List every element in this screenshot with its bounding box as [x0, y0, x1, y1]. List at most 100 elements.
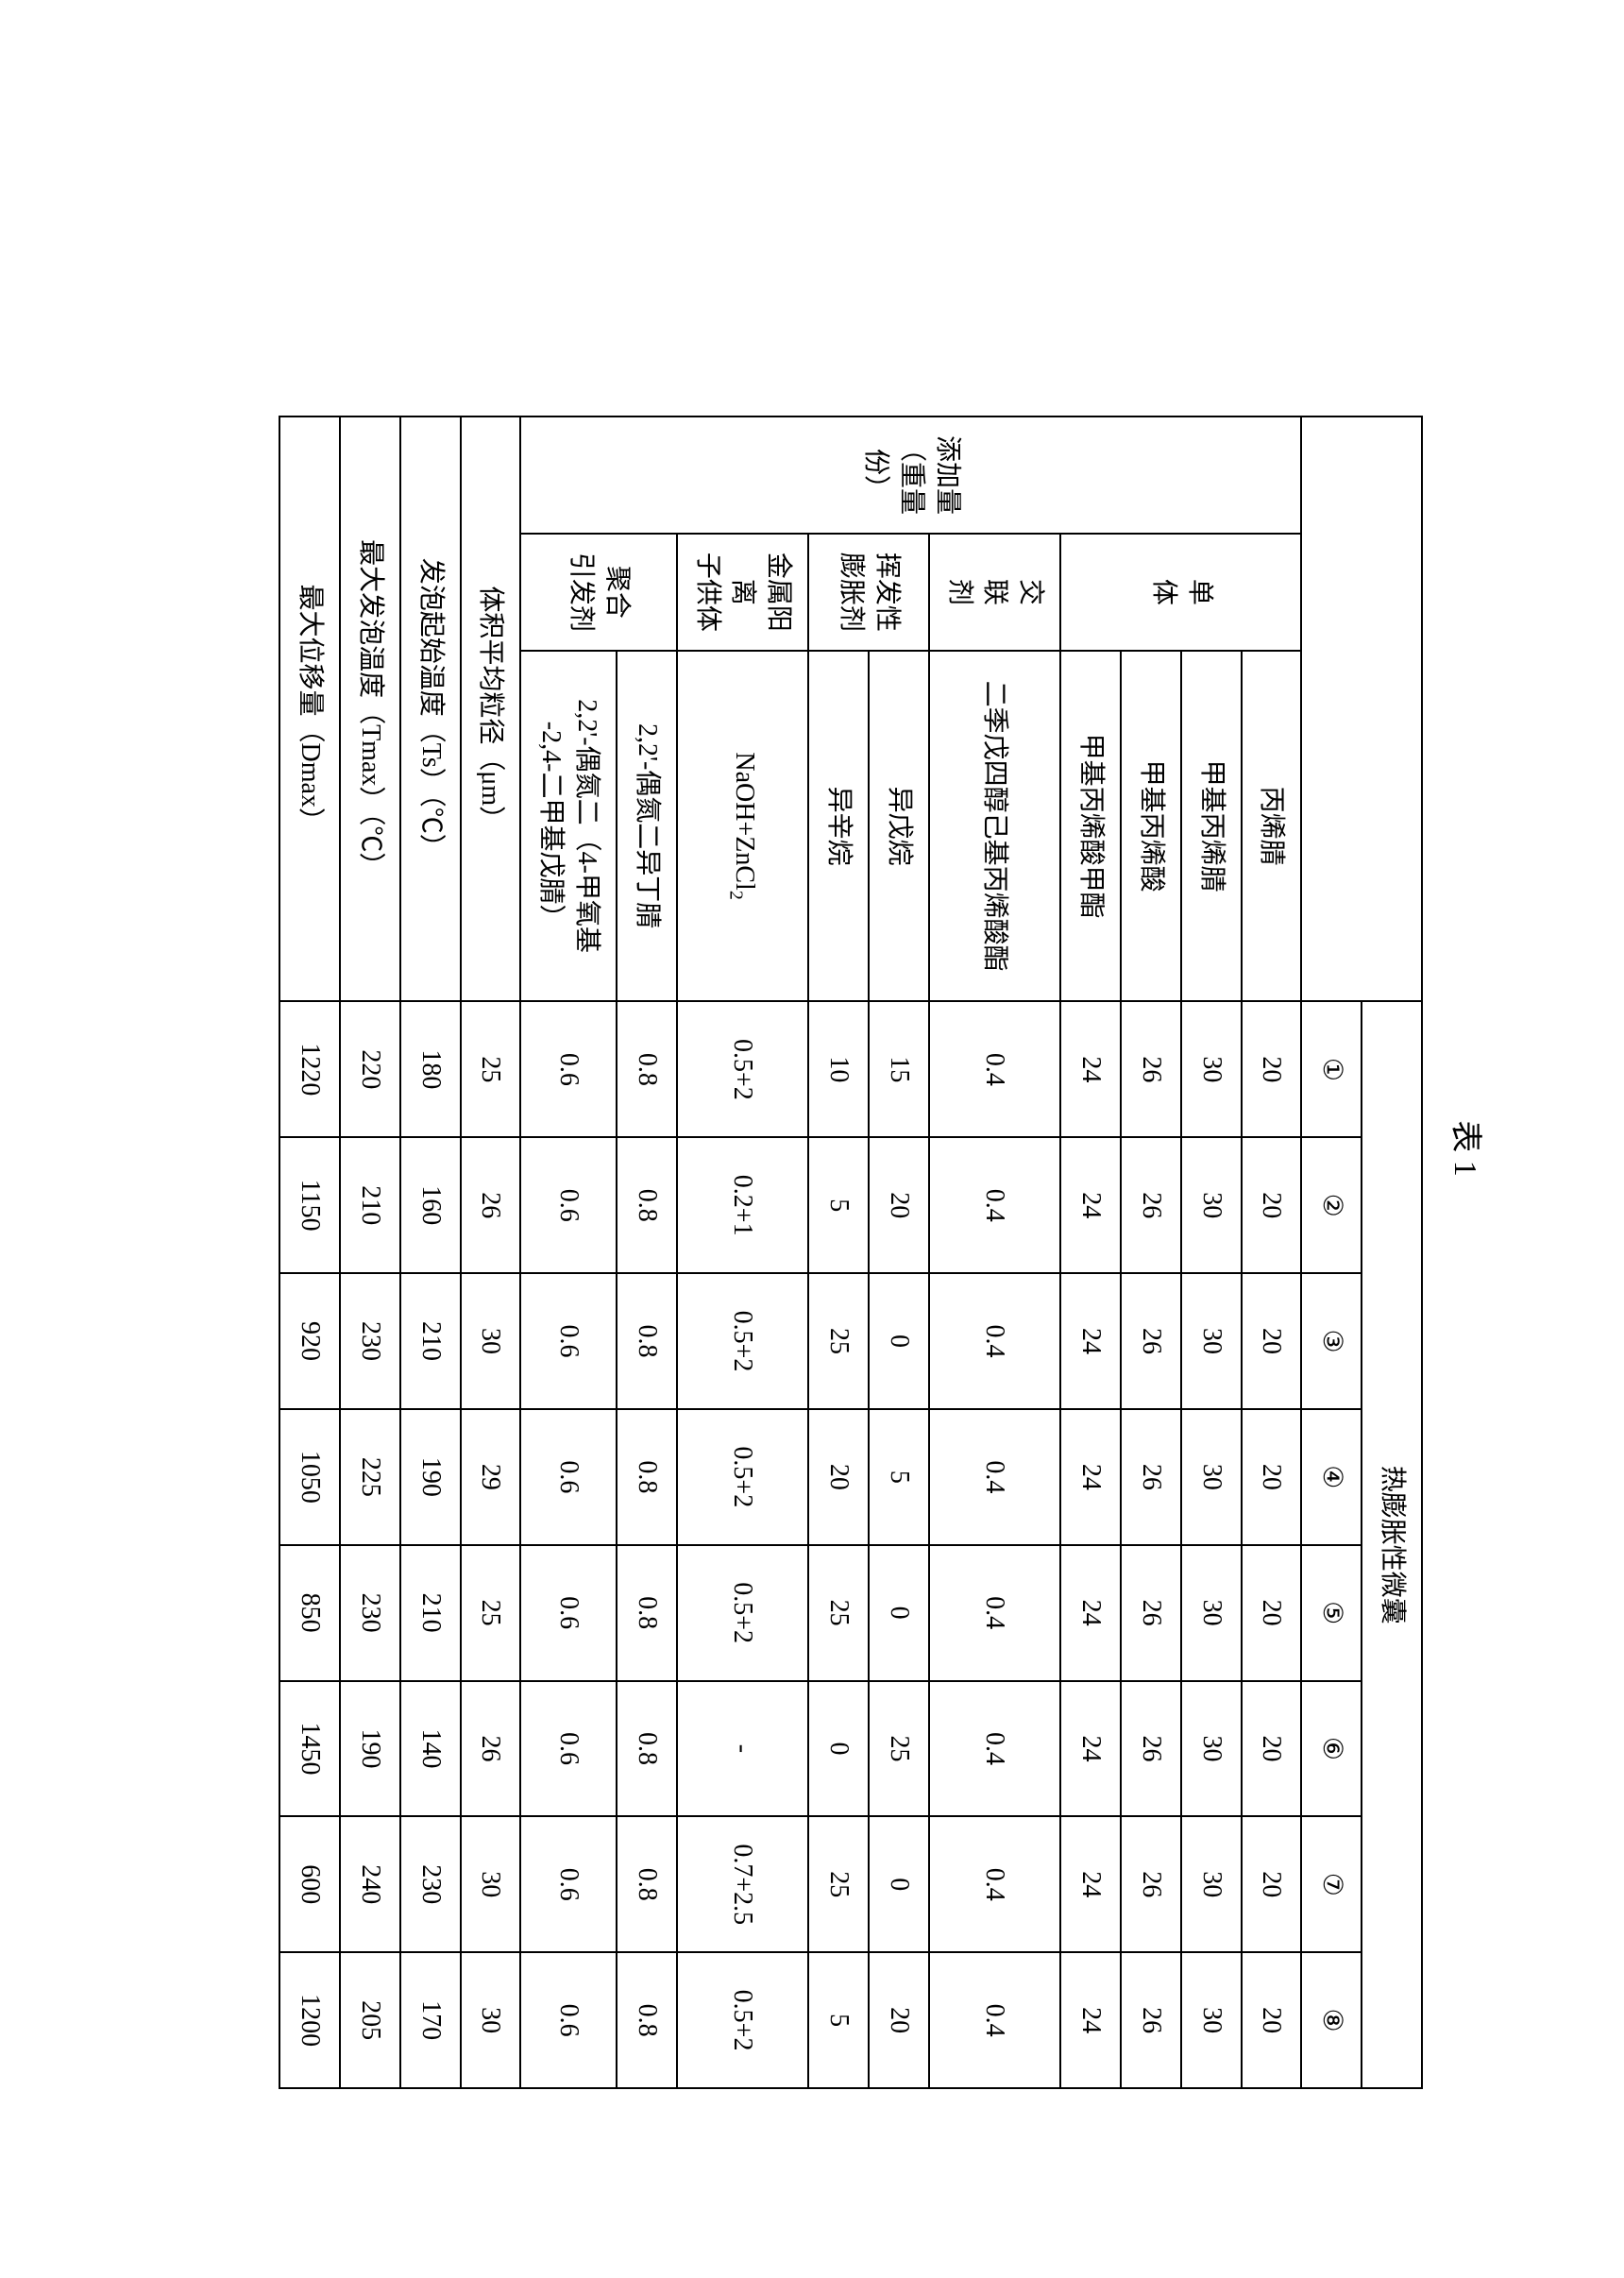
row-label-8: NaOH+ZnCl2 [677, 651, 808, 1002]
cell: 24 [1060, 1681, 1121, 1817]
cell: 240 [340, 1816, 400, 1952]
cell: 0.8 [617, 1545, 677, 1681]
cell: 0.4 [929, 1816, 1060, 1952]
cell: 20 [1242, 1681, 1302, 1817]
cell: 0.4 [929, 1137, 1060, 1273]
cell: 30 [1181, 1952, 1242, 2088]
cell: 920 [279, 1273, 340, 1409]
cell: 26 [461, 1681, 521, 1817]
cell: 230 [340, 1545, 400, 1681]
cell: 160 [400, 1137, 461, 1273]
cell: 25 [461, 1545, 521, 1681]
group-crosslinker: 交联剂 [929, 534, 1060, 651]
cell: 24 [1060, 1409, 1121, 1545]
cell: 1450 [279, 1681, 340, 1817]
row-label-2: 甲基丙烯腈 [1181, 651, 1242, 1002]
cell: 30 [1181, 1545, 1242, 1681]
cell: 0.4 [929, 1952, 1060, 2088]
cell: 26 [1121, 1545, 1181, 1681]
cell: 0.5+2 [677, 1273, 808, 1409]
cell: 24 [1060, 1001, 1121, 1137]
cell: 850 [279, 1545, 340, 1681]
cell: 5 [869, 1409, 929, 1545]
cell: 0.6 [520, 1001, 617, 1137]
col-2: ② [1301, 1137, 1362, 1273]
group-blowing: 挥发性膨胀剂 [808, 534, 929, 651]
cell: 20 [1242, 1137, 1302, 1273]
cell: 1220 [279, 1001, 340, 1137]
cell: 29 [461, 1409, 521, 1545]
cell: 24 [1060, 1137, 1121, 1273]
group-initiator: 聚合引发剂 [520, 534, 676, 651]
cell: 0.8 [617, 1816, 677, 1952]
cell: 20 [869, 1952, 929, 2088]
cell: 0.2+1 [677, 1137, 808, 1273]
cell: 30 [1181, 1273, 1242, 1409]
col-8: ⑧ [1301, 1952, 1362, 2088]
cell: 0.5+2 [677, 1545, 808, 1681]
group-add-amount: 添加量（重量份） [520, 416, 1301, 534]
cell: 1050 [279, 1409, 340, 1545]
cell: 0.4 [929, 1273, 1060, 1409]
row-label-1: 丙烯腈 [1242, 651, 1302, 1002]
cell: - [677, 1681, 808, 1817]
col-1: ① [1301, 1001, 1362, 1137]
cell: 25 [869, 1681, 929, 1817]
cell: 30 [1181, 1409, 1242, 1545]
cell: 1150 [279, 1137, 340, 1273]
cell: 15 [869, 1001, 929, 1137]
row-label-13: 最大发泡温度（Tmax）（℃） [340, 416, 400, 1001]
cell: 170 [400, 1952, 461, 2088]
cell: 230 [340, 1273, 400, 1409]
cell: 0.4 [929, 1409, 1060, 1545]
cell: 26 [1121, 1137, 1181, 1273]
cell: 190 [340, 1681, 400, 1817]
cell: 0.5+2 [677, 1952, 808, 2088]
cell: 0.4 [929, 1545, 1060, 1681]
cell: 190 [400, 1409, 461, 1545]
cell: 26 [1121, 1952, 1181, 2088]
cell: 0.6 [520, 1137, 617, 1273]
cell: 0.8 [617, 1273, 677, 1409]
cell: 0.8 [617, 1681, 677, 1817]
cell: 0.8 [617, 1001, 677, 1137]
cell: 24 [1060, 1273, 1121, 1409]
cell: 5 [808, 1137, 869, 1273]
cell: 1200 [279, 1952, 340, 2088]
cell: 26 [461, 1137, 521, 1273]
cell: 20 [869, 1137, 929, 1273]
row-label-14: 最大位移量（Dmax） [279, 416, 340, 1001]
cell: 0 [869, 1545, 929, 1681]
row-label-4: 甲基丙烯酸甲酯 [1060, 651, 1121, 1002]
group-metal: 金属阳离子供体 [677, 534, 808, 651]
cell: 30 [1181, 1816, 1242, 1952]
cell: 30 [461, 1273, 521, 1409]
col-7: ⑦ [1301, 1816, 1362, 1952]
col-4: ④ [1301, 1409, 1362, 1545]
cell: 26 [1121, 1816, 1181, 1952]
cell: 24 [1060, 1816, 1121, 1952]
cell: 0.7+2.5 [677, 1816, 808, 1952]
cell: 210 [400, 1273, 461, 1409]
cell: 0 [869, 1273, 929, 1409]
cell: 30 [1181, 1001, 1242, 1137]
cell: 0.6 [520, 1545, 617, 1681]
cell: 30 [1181, 1137, 1242, 1273]
cell: 20 [808, 1409, 869, 1545]
cell: 0.6 [520, 1952, 617, 2088]
col-5: ⑤ [1301, 1545, 1362, 1681]
row-label-6: 异戊烷 [869, 651, 929, 1002]
header-blank [1301, 416, 1422, 1001]
row-label-10: 2,2'-偶氮二（4-甲氧基-2,4-二甲基戊腈） [520, 651, 617, 1002]
cell: 10 [808, 1001, 869, 1137]
cell: 30 [461, 1816, 521, 1952]
cell: 20 [1242, 1952, 1302, 2088]
cell: 25 [808, 1816, 869, 1952]
cell: 210 [340, 1137, 400, 1273]
cell: 0.6 [520, 1681, 617, 1817]
cell: 0.5+2 [677, 1409, 808, 1545]
row-label-3: 甲基丙烯酸 [1121, 651, 1181, 1002]
cell: 140 [400, 1681, 461, 1817]
cell: 0.6 [520, 1409, 617, 1545]
cell: 0 [869, 1816, 929, 1952]
